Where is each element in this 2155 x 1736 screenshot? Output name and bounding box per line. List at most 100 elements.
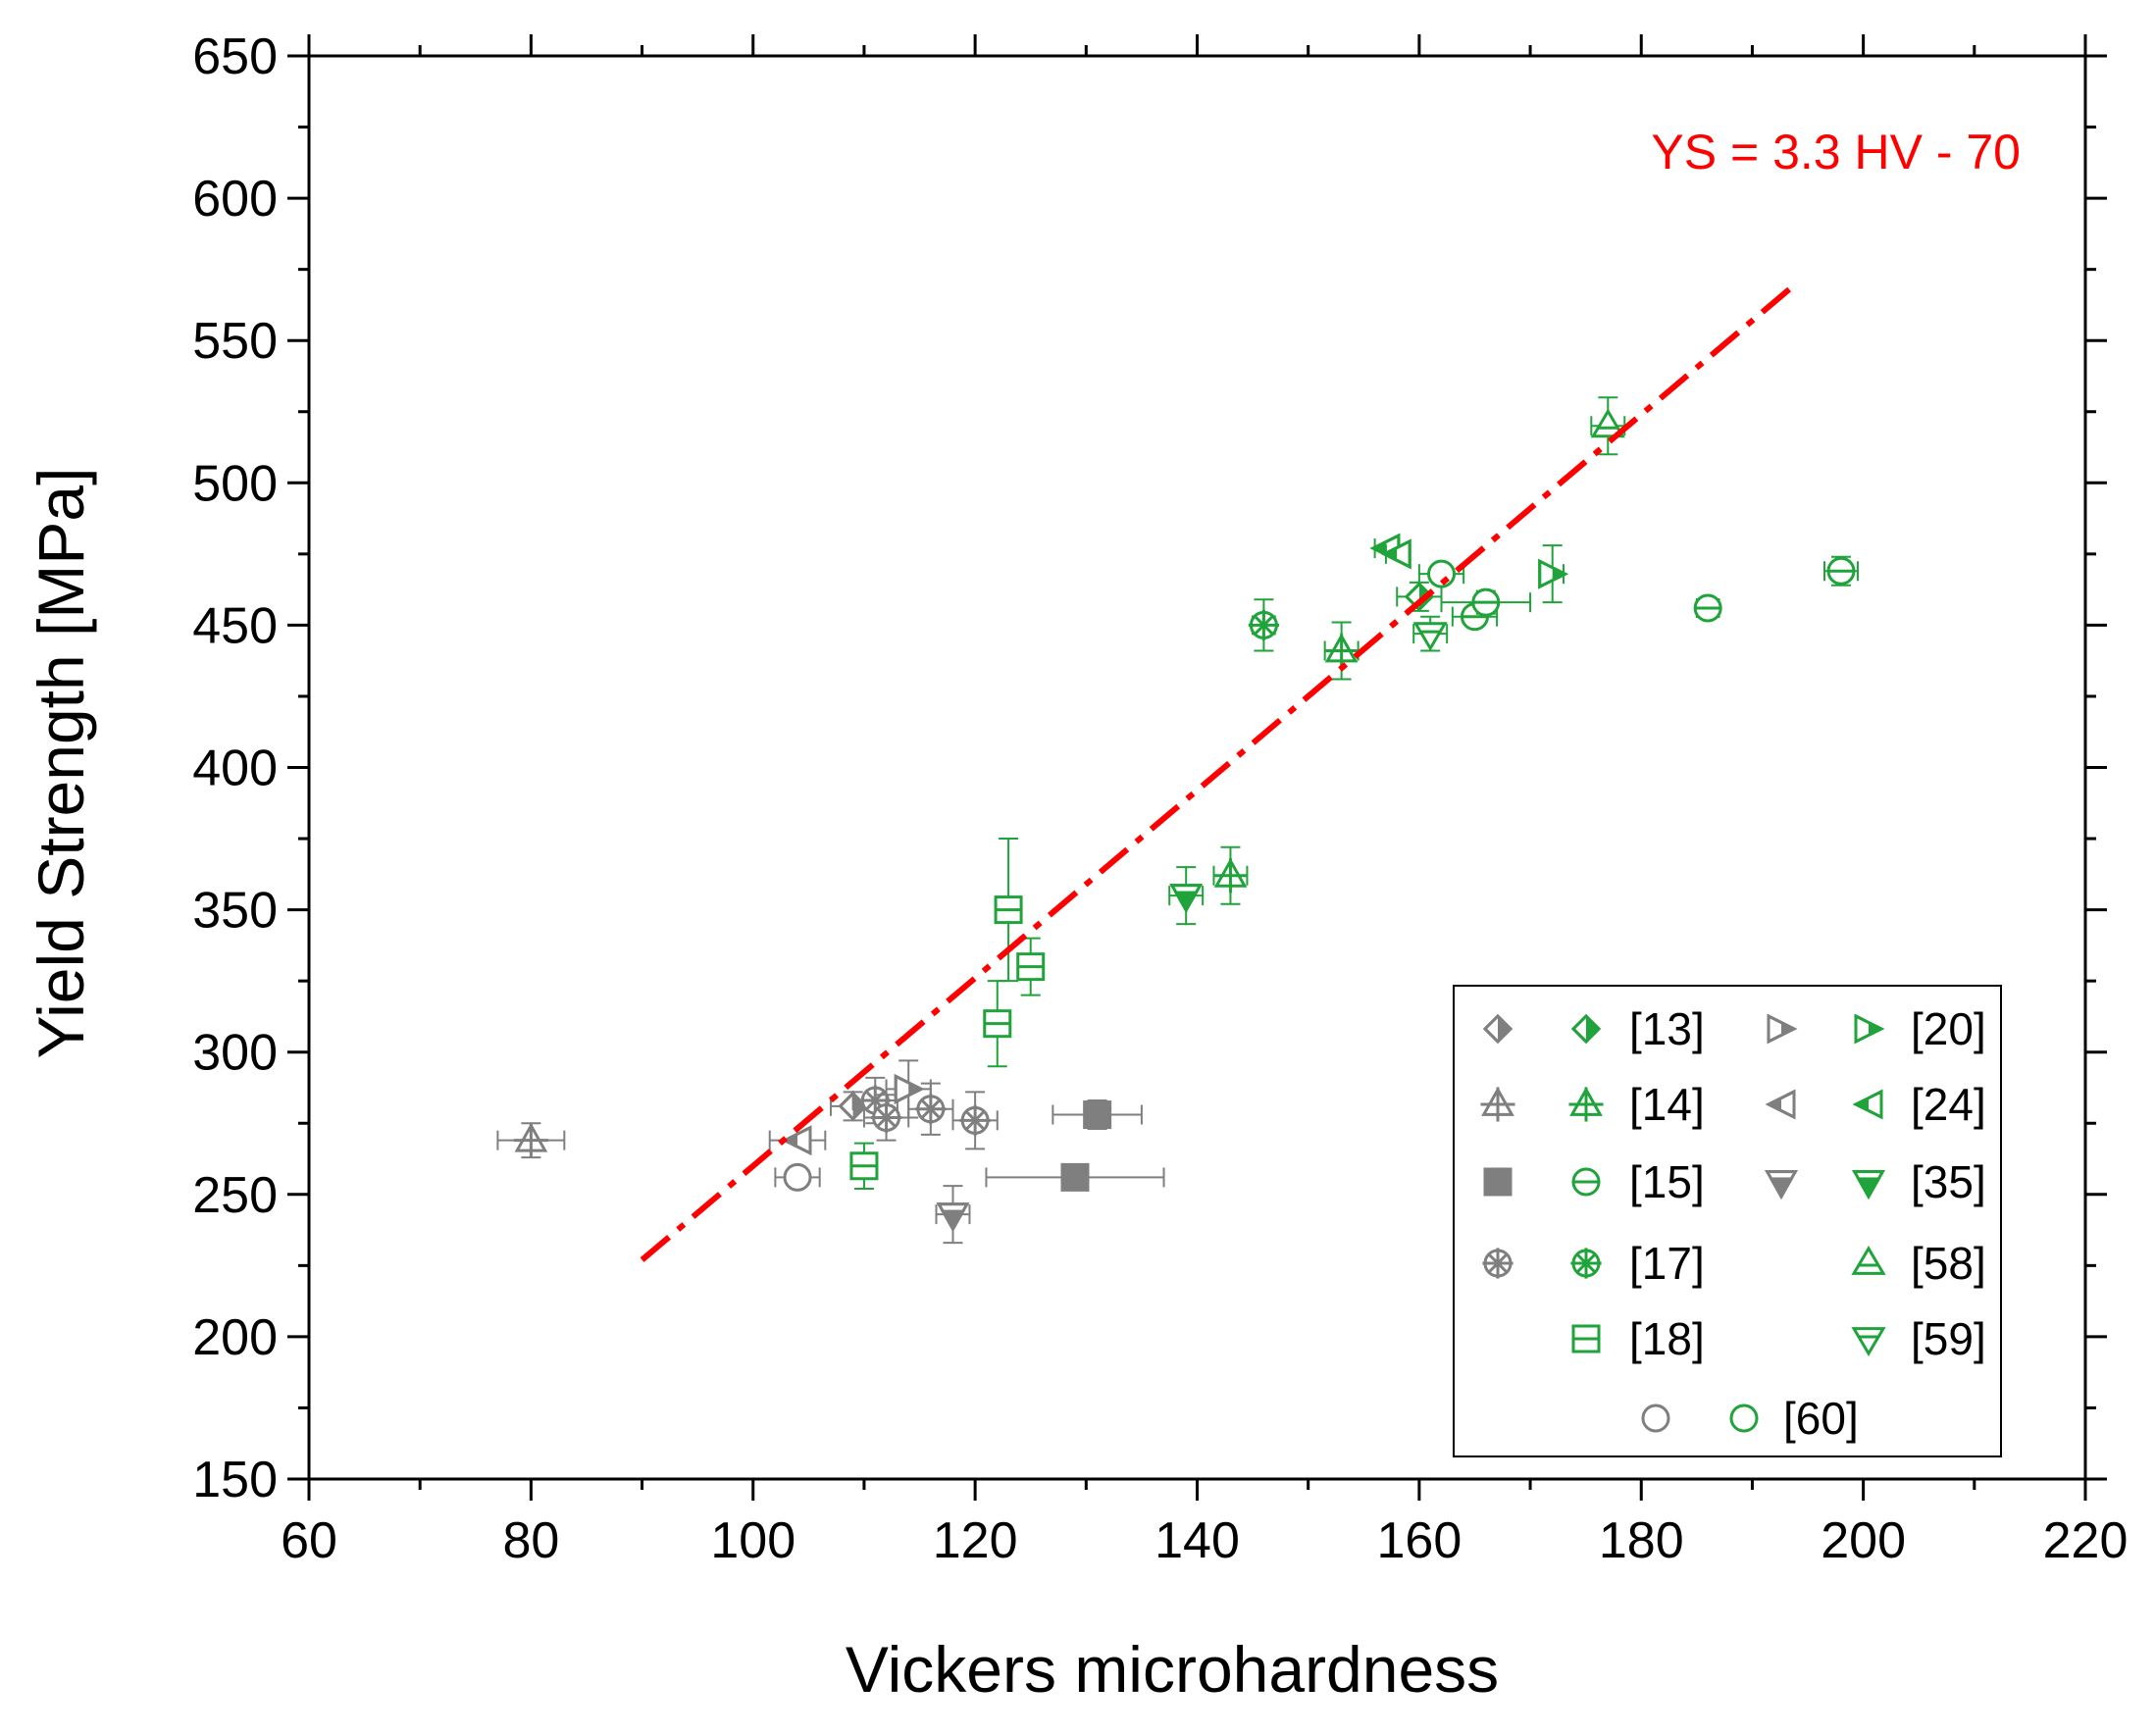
legend-item: [15] (1483, 1156, 1705, 1207)
fit-line (640, 281, 1799, 1262)
legend-item: [60] (1641, 1393, 1859, 1444)
data-point (1412, 622, 1448, 652)
y-tick-label: 200 (192, 1309, 278, 1366)
x-tick-label: 220 (2043, 1512, 2129, 1569)
data-point (1826, 556, 1856, 586)
legend-item: [18] (1571, 1313, 1705, 1364)
legend-marker-green (1570, 1013, 1602, 1045)
y-axis-title: Yield Strength [MPa] (25, 468, 97, 1059)
y-tick-label: 150 (192, 1452, 278, 1508)
legend-item: [59] (1851, 1313, 1986, 1364)
series-35-green (1168, 866, 1205, 926)
y-tick-label: 300 (192, 1025, 278, 1082)
series-15-green (1440, 555, 1859, 632)
legend-item: [14] (1480, 1079, 1705, 1130)
series-24-gray (768, 1125, 827, 1156)
legend-label: [14] (1629, 1079, 1705, 1130)
legend-marker-gray (1767, 1013, 1798, 1045)
x-tick-label: 80 (502, 1512, 559, 1569)
x-tick-label: 140 (1154, 1512, 1240, 1569)
y-tick-label: 350 (192, 883, 278, 940)
legend-label: [35] (1911, 1156, 1986, 1207)
legend-item: [13] (1482, 1003, 1705, 1054)
data-point (1016, 952, 1046, 982)
legend-marker-green (1571, 1167, 1601, 1197)
series-14-gray (496, 1122, 566, 1159)
data-point (1212, 857, 1249, 894)
legend: [13] [14] [15] [17] [18] [20] [24] [35] [58] [59]… (1453, 985, 2002, 1457)
legend-marker-gray (1765, 1089, 1796, 1120)
legend-marker-gray (1641, 1404, 1670, 1433)
x-tick-label: 180 (1599, 1512, 1684, 1569)
data-point (513, 1122, 548, 1158)
data-point (1248, 609, 1280, 640)
legend-marker-green (1854, 1013, 1885, 1045)
data-point (870, 1101, 902, 1134)
x-tick-label: 200 (1821, 1512, 1906, 1569)
legend-item: [20] (1767, 1003, 1986, 1054)
data-point (1693, 593, 1722, 623)
legend-marker-green (1729, 1404, 1759, 1433)
data-point (959, 1104, 991, 1136)
series-15-gray (985, 1099, 1165, 1192)
legend-marker-gray (1480, 1086, 1515, 1122)
data-point (1538, 558, 1569, 589)
legend-marker-gray (1483, 1167, 1513, 1197)
legend-box (1453, 985, 2002, 1457)
legend-label: [24] (1911, 1079, 1986, 1130)
data-point (894, 1073, 925, 1104)
plot-area (496, 281, 1859, 1262)
y-tick-label: 600 (192, 171, 278, 228)
legend-label: [17] (1629, 1238, 1705, 1289)
data-point (1083, 1100, 1112, 1130)
data-point (1169, 884, 1204, 914)
data-point (936, 1202, 970, 1233)
x-tick-label: 120 (933, 1512, 1018, 1569)
data-point (781, 1125, 812, 1156)
legend-marker-green (1568, 1086, 1604, 1122)
legend-item: [24] (1765, 1079, 1986, 1130)
axes: 60 80 100 120 140 160 180 200 220 150 200 250 300 350… (192, 28, 2128, 1569)
legend-marker-gray (1765, 1170, 1798, 1200)
data-point (1471, 587, 1501, 617)
legend-label: [20] (1911, 1003, 1986, 1054)
series-35-gray (935, 1185, 971, 1245)
y-tick-label: 650 (192, 28, 278, 85)
series-58-green (1590, 396, 1626, 456)
legend-marker-green (1852, 1170, 1885, 1200)
series-24-green (1369, 533, 1411, 570)
series-17-green (1248, 598, 1280, 652)
y-tick-label: 500 (192, 455, 278, 512)
x-tick-label: 100 (710, 1512, 795, 1569)
data-point (983, 1009, 1012, 1039)
legend-label: [59] (1911, 1313, 1986, 1364)
series-14-green (1212, 621, 1360, 905)
legend-item: [17] (1482, 1238, 1705, 1289)
legend-label: [60] (1783, 1393, 1859, 1444)
legend-label: [18] (1629, 1313, 1705, 1364)
data-point (994, 895, 1023, 925)
fit-equation-label: YS = 3.3 HV - 70 (1651, 125, 2021, 179)
legend-marker-green (1570, 1248, 1602, 1279)
legend-marker-green (1851, 1246, 1886, 1275)
legend-marker-gray (1482, 1013, 1514, 1045)
legend-marker-green (1852, 1089, 1883, 1120)
legend-label: [58] (1911, 1238, 1986, 1289)
x-axis-title: Vickers microhardness (846, 1633, 1499, 1706)
series-20-gray (885, 1059, 932, 1119)
legend-label: [13] (1629, 1003, 1705, 1054)
y-tick-label: 450 (192, 597, 278, 654)
legend-marker-gray (1482, 1248, 1514, 1279)
y-tick-label: 400 (192, 740, 278, 797)
series-59-green (1412, 615, 1449, 652)
data-point (849, 1151, 879, 1181)
series-18-green (849, 838, 1046, 1190)
legend-marker-green (1571, 1324, 1601, 1353)
data-point (1380, 538, 1411, 570)
data-point (783, 1162, 812, 1192)
legend-item: [58] (1851, 1238, 1986, 1289)
y-tick-label: 550 (192, 313, 278, 370)
series-60-gray (774, 1162, 821, 1192)
